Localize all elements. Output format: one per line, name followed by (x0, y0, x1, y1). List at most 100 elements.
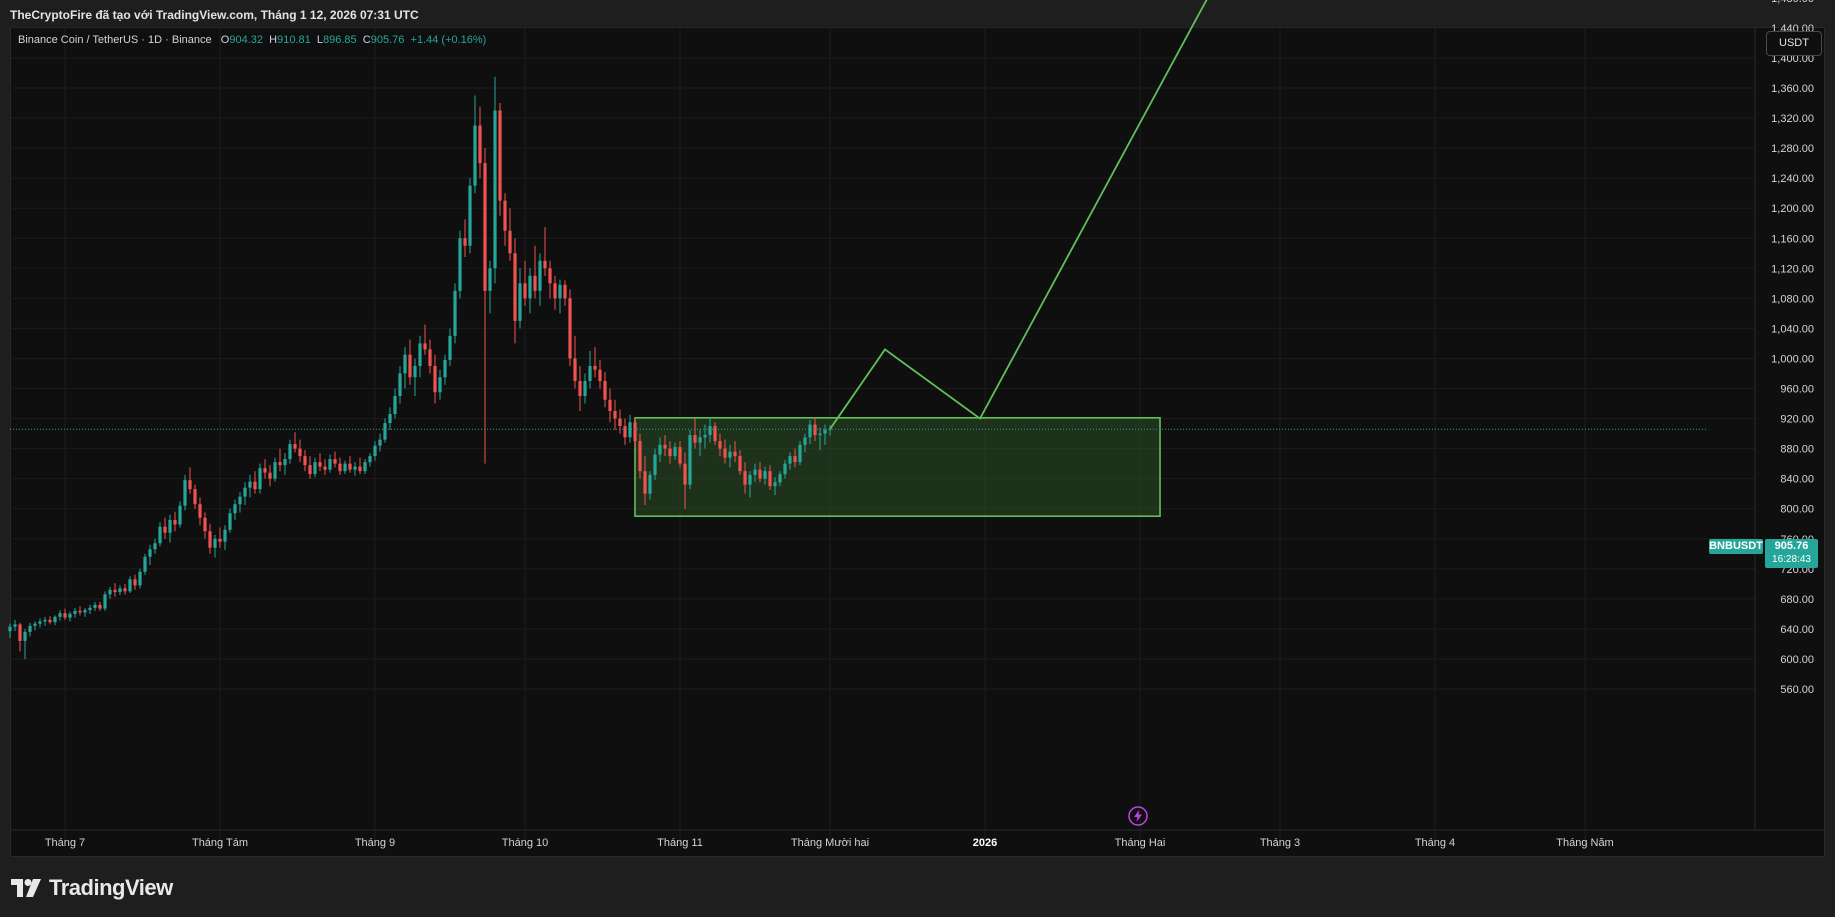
candle[interactable] (253, 471, 257, 494)
candle[interactable] (293, 432, 297, 453)
candle[interactable] (743, 462, 747, 494)
candle[interactable] (378, 433, 382, 452)
candle[interactable] (288, 439, 292, 464)
projection-path[interactable] (829, 0, 1215, 430)
candle[interactable] (18, 622, 22, 652)
candle[interactable] (368, 453, 372, 467)
candle[interactable] (648, 471, 652, 500)
candle[interactable] (563, 280, 567, 306)
candle[interactable] (783, 459, 787, 479)
candle[interactable] (448, 328, 452, 366)
candle[interactable] (258, 463, 262, 494)
candle[interactable] (733, 441, 737, 463)
candle[interactable] (693, 418, 697, 449)
candle[interactable] (538, 253, 542, 306)
candle[interactable] (213, 534, 217, 558)
candle[interactable] (183, 474, 187, 511)
candle[interactable] (513, 238, 517, 344)
candle[interactable] (148, 544, 152, 566)
candle[interactable] (78, 606, 82, 616)
candle[interactable] (13, 619, 17, 632)
candle[interactable] (573, 335, 577, 389)
candle[interactable] (163, 517, 167, 539)
candle[interactable] (623, 418, 627, 445)
candle[interactable] (98, 601, 102, 611)
candle[interactable] (248, 474, 252, 498)
candle[interactable] (603, 371, 607, 408)
candle[interactable] (463, 219, 467, 258)
candle[interactable] (103, 591, 107, 611)
candle[interactable] (243, 482, 247, 505)
candle[interactable] (503, 193, 507, 246)
candle[interactable] (523, 260, 527, 306)
candle[interactable] (768, 465, 772, 490)
candle[interactable] (798, 441, 802, 466)
candle[interactable] (203, 512, 207, 539)
candle[interactable] (193, 484, 197, 509)
candle[interactable] (568, 289, 572, 366)
candle[interactable] (708, 417, 712, 443)
candle[interactable] (28, 622, 32, 637)
candle[interactable] (308, 456, 312, 479)
candle[interactable] (658, 437, 662, 463)
candle[interactable] (68, 611, 72, 622)
candle[interactable] (283, 453, 287, 475)
candle[interactable] (338, 457, 342, 475)
candle[interactable] (478, 106, 482, 179)
candle[interactable] (703, 424, 707, 449)
candle[interactable] (108, 586, 112, 599)
candle[interactable] (123, 583, 127, 595)
lightning-icon[interactable] (1128, 806, 1148, 826)
candle[interactable] (48, 616, 52, 625)
candle[interactable] (23, 628, 27, 659)
candle[interactable] (548, 260, 552, 299)
candle[interactable] (558, 279, 562, 314)
candle[interactable] (683, 452, 687, 509)
candle[interactable] (668, 441, 672, 464)
candle[interactable] (58, 610, 62, 621)
candle[interactable] (493, 76, 497, 284)
candle[interactable] (483, 148, 487, 464)
candle[interactable] (348, 456, 352, 473)
candle[interactable] (318, 453, 322, 472)
candle[interactable] (388, 407, 392, 430)
candle[interactable] (633, 417, 637, 449)
candle[interactable] (628, 414, 632, 443)
candle[interactable] (393, 388, 397, 419)
candle[interactable] (88, 604, 92, 614)
candle[interactable] (663, 435, 667, 457)
candle[interactable] (793, 448, 797, 468)
candle[interactable] (273, 457, 277, 482)
candle[interactable] (443, 354, 447, 385)
candle[interactable] (728, 444, 732, 468)
candle[interactable] (8, 623, 12, 638)
candle[interactable] (128, 576, 132, 593)
candle[interactable] (198, 497, 202, 526)
candle[interactable] (208, 523, 212, 554)
candle[interactable] (518, 268, 522, 329)
candle[interactable] (618, 409, 622, 434)
candle[interactable] (788, 452, 792, 470)
candle[interactable] (418, 335, 422, 378)
candle[interactable] (718, 433, 722, 457)
candle[interactable] (153, 538, 157, 554)
candle[interactable] (508, 208, 512, 261)
candle[interactable] (73, 607, 77, 618)
candle[interactable] (173, 511, 177, 532)
candle[interactable] (808, 420, 812, 445)
candle[interactable] (488, 260, 492, 314)
candle[interactable] (343, 460, 347, 475)
candle[interactable] (33, 621, 37, 631)
candle[interactable] (413, 358, 417, 397)
candle[interactable] (328, 454, 332, 473)
candle[interactable] (823, 424, 827, 445)
candle[interactable] (613, 399, 617, 430)
candle[interactable] (113, 583, 117, 597)
candle[interactable] (498, 103, 502, 216)
candle[interactable] (673, 442, 677, 460)
candle[interactable] (278, 448, 282, 472)
candle[interactable] (428, 339, 432, 374)
candle[interactable] (263, 459, 267, 479)
candle[interactable] (133, 574, 137, 590)
candle[interactable] (453, 283, 457, 344)
